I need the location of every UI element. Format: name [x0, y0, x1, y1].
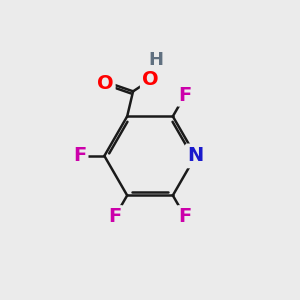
Text: H: H	[148, 50, 163, 68]
Text: F: F	[178, 207, 192, 226]
Text: O: O	[142, 70, 158, 89]
Text: F: F	[178, 86, 192, 105]
Text: N: N	[188, 146, 204, 165]
Text: F: F	[73, 146, 86, 165]
Text: F: F	[108, 207, 122, 226]
Text: O: O	[97, 74, 114, 94]
